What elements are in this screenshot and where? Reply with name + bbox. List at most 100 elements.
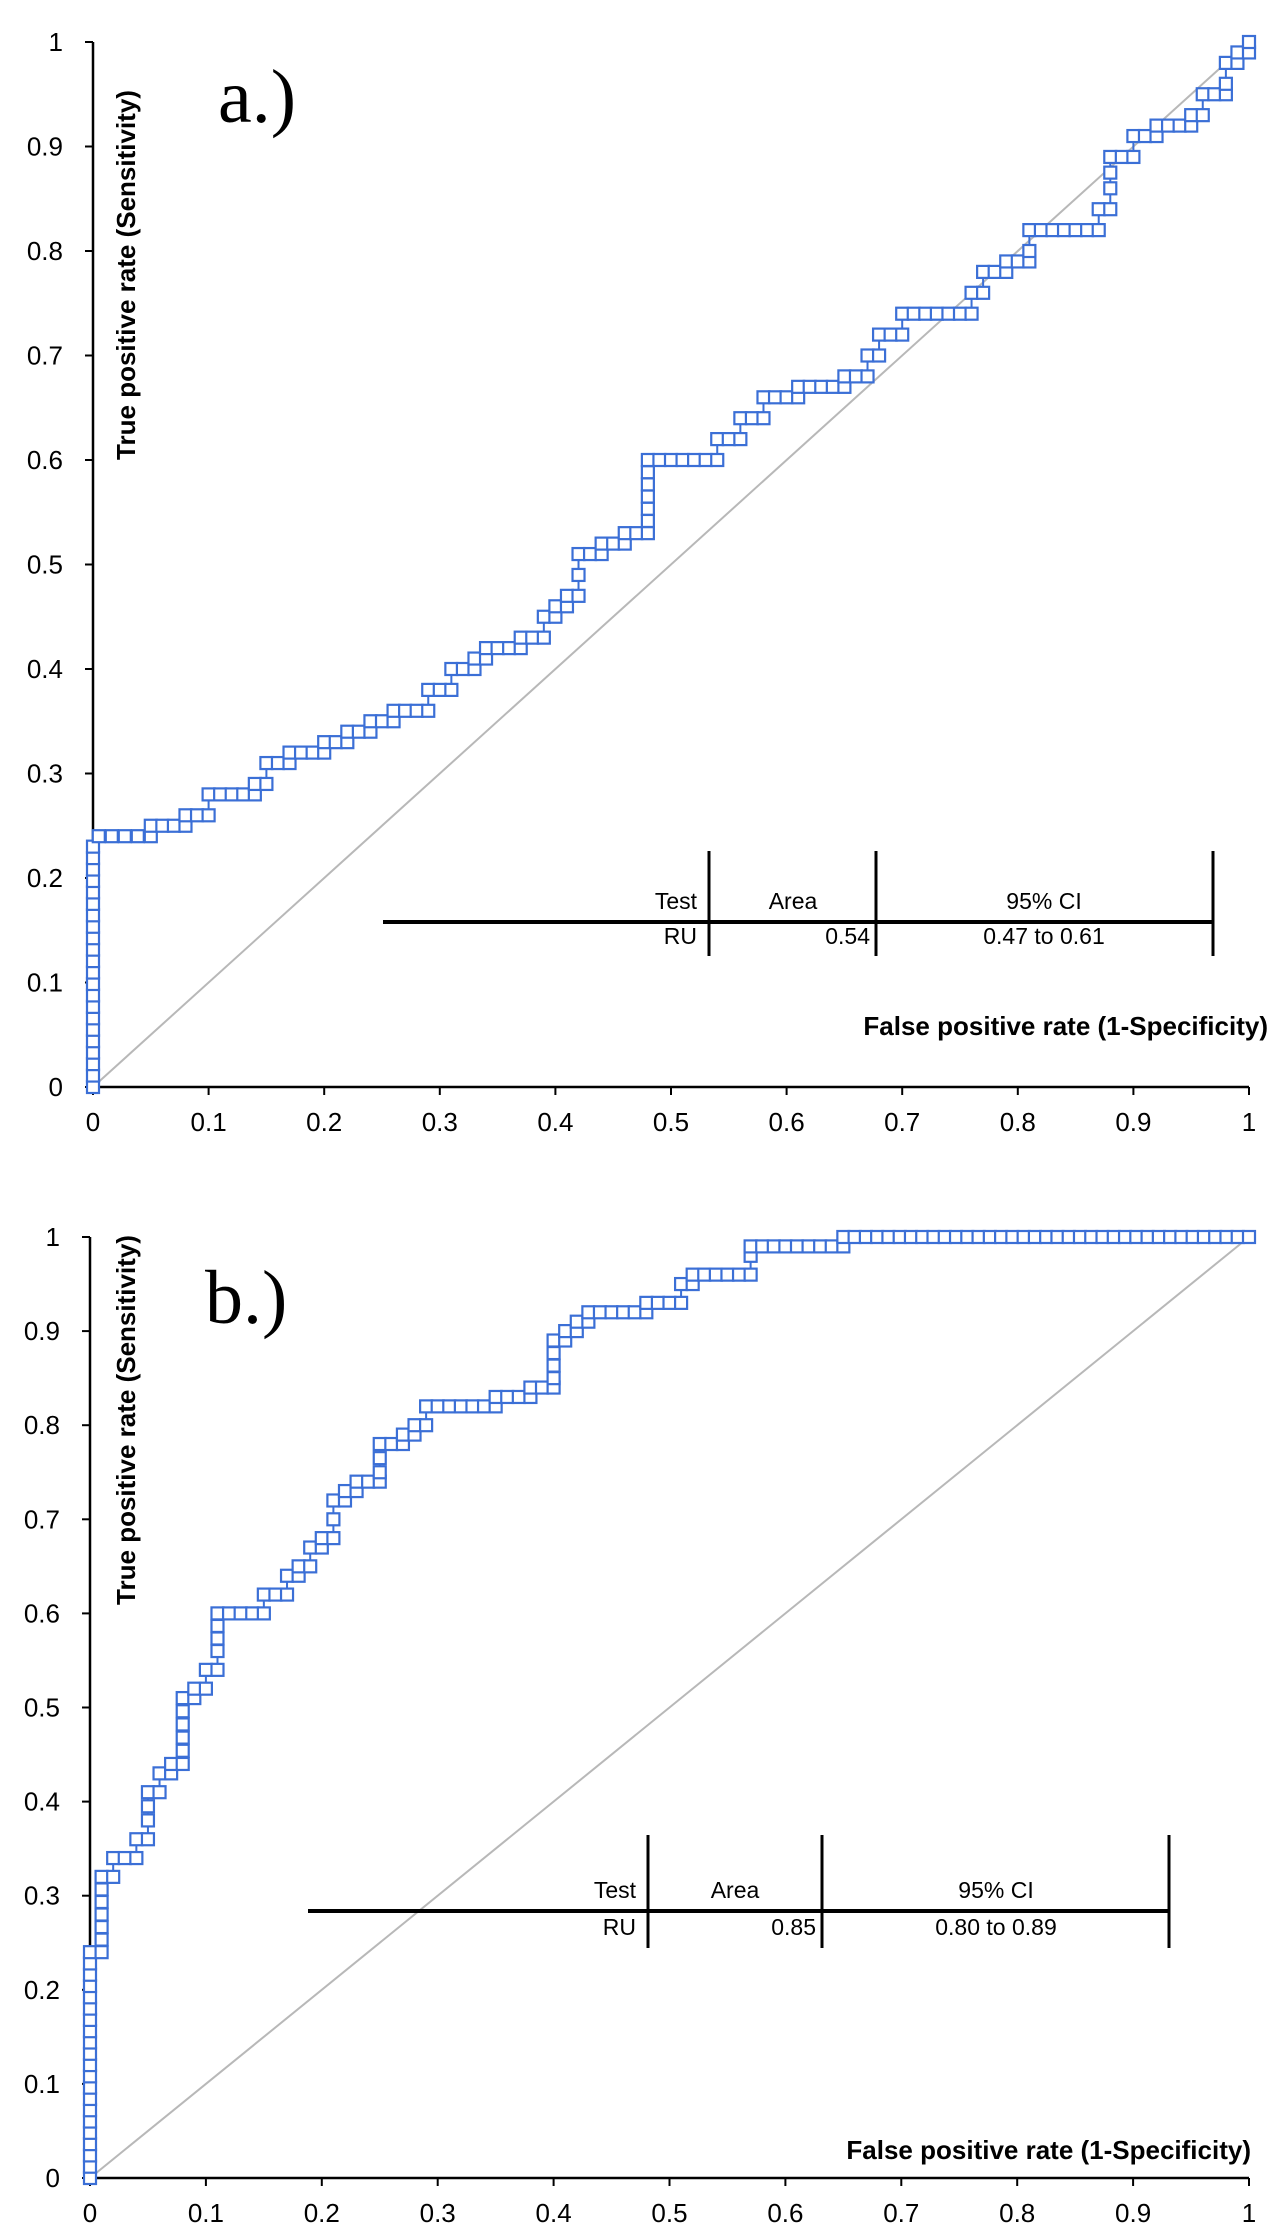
roc-point-marker [629, 526, 644, 541]
roc-point-marker [813, 1239, 828, 1254]
roc-point-marker [224, 787, 239, 802]
roc-point-marker [640, 477, 655, 492]
roc-point-marker [351, 724, 366, 739]
roc-point-marker [640, 465, 655, 480]
panel-label: a.) [218, 55, 296, 139]
roc-point-marker [85, 931, 101, 946]
roc-point-marker [256, 1587, 271, 1602]
roc-point-marker [117, 829, 132, 844]
roc-point-marker [140, 1813, 156, 1828]
roc-point-marker [571, 546, 586, 562]
roc-point-marker [488, 1389, 503, 1405]
y-tick-label: 0.7 [24, 1504, 60, 1534]
roc-point-marker [639, 1295, 654, 1310]
roc-point-marker [175, 1690, 190, 1706]
roc-point-marker [421, 682, 436, 698]
roc-point-marker [500, 1389, 515, 1405]
roc-point-marker [247, 776, 262, 792]
roc-point-marker [744, 411, 760, 426]
roc-point-marker [1056, 223, 1072, 238]
roc-point-marker [592, 1305, 608, 1320]
roc-point-marker [721, 432, 736, 447]
roc-point-marker [143, 818, 158, 833]
roc-point-marker [210, 1631, 225, 1646]
roc-point-marker [559, 588, 575, 603]
roc-point-marker [1022, 223, 1037, 238]
roc-point-marker [490, 640, 505, 656]
roc-point-marker [675, 452, 690, 468]
roc-point-marker [85, 862, 101, 877]
x-tick-label: 0.1 [188, 2198, 224, 2227]
roc-point-marker [1114, 149, 1129, 165]
roc-point-marker [1103, 165, 1118, 180]
roc-point-marker [918, 306, 933, 321]
x-axis-title: False positive rate (1-Specificity) [863, 1011, 1268, 1041]
roc-point-marker [91, 829, 106, 844]
roc-point-marker [259, 776, 274, 792]
y-tick-label: 0.5 [27, 550, 63, 580]
x-axis-title: False positive rate (1-Specificity) [846, 2135, 1251, 2165]
roc-point-marker [337, 1483, 353, 1499]
roc-point-marker [384, 1436, 399, 1452]
roc-point-marker [871, 327, 887, 342]
y-axis-title: True positive rate (Sensitivity) [111, 1235, 141, 1605]
roc-point-marker [210, 1662, 225, 1677]
roc-point-marker [210, 1618, 225, 1634]
roc-point-marker [94, 1869, 109, 1884]
y-tick-label: 1 [49, 27, 63, 57]
roc-point-marker [546, 1371, 561, 1386]
roc-point-marker [326, 1512, 341, 1527]
roc-point-marker [85, 896, 101, 911]
roc-point-marker [94, 1932, 109, 1947]
roc-point-marker [340, 724, 355, 739]
roc-point-marker [929, 306, 944, 321]
roc-point-marker [1195, 108, 1210, 123]
roc-point-marker [1091, 223, 1106, 238]
roc-point-marker [743, 1239, 758, 1254]
roc-point-marker [152, 1766, 167, 1781]
roc-point-marker [1137, 128, 1153, 144]
roc-point-marker [236, 787, 251, 802]
roc-point-marker [85, 1068, 101, 1083]
table-header-area: Area [711, 1877, 760, 1903]
roc-point-marker [421, 703, 436, 718]
x-tick-label: 0.5 [653, 1107, 689, 1137]
roc-point-marker [221, 1606, 237, 1621]
roc-point-marker [1033, 223, 1049, 238]
x-tick-label: 0.8 [1000, 1107, 1036, 1137]
roc-panel-a: 0 0.1 0.2 0.3 0.4 0.5 0.6 0.7 0.8 0.9 1 0 0.1 0.2 0.3 0… [27, 27, 1268, 1137]
roc-point-marker [152, 1785, 167, 1800]
roc-point-marker [814, 379, 829, 394]
roc-point-marker [293, 745, 309, 760]
roc-point-marker [698, 452, 713, 468]
roc-point-marker [85, 942, 101, 957]
roc-point-marker [106, 1869, 121, 1884]
y-tick-label: 0 [49, 1072, 63, 1102]
roc-point-marker [1160, 118, 1176, 133]
roc-point-marker [941, 306, 956, 321]
roc-point-marker [476, 1399, 492, 1414]
x-tick-label: 0 [83, 2198, 97, 2227]
roc-point-marker [374, 714, 390, 729]
roc-point-marker [465, 1399, 480, 1414]
y-tick-label: 0.1 [27, 968, 63, 998]
y-tick-label: 0.3 [27, 759, 63, 789]
roc-point-marker [860, 348, 875, 363]
roc-point-marker [640, 452, 655, 468]
roc-point-marker [1045, 223, 1060, 238]
roc-point-marker [94, 1919, 109, 1935]
roc-point-marker [627, 1305, 642, 1320]
roc-point-marker [525, 630, 540, 645]
roc-point-marker [201, 808, 216, 823]
roc-point-marker [582, 546, 598, 562]
x-tick-label: 0.3 [422, 1107, 458, 1137]
roc-point-marker [175, 1756, 190, 1772]
roc-point-marker [187, 1681, 202, 1696]
panel-label: b.) [205, 1256, 287, 1340]
roc-point-marker [571, 588, 586, 603]
roc-point-marker [1230, 45, 1245, 60]
roc-point-marker [756, 390, 771, 405]
roc-point-marker [801, 1239, 816, 1254]
roc-point-marker [106, 1850, 121, 1866]
roc-point-marker [604, 1305, 619, 1320]
